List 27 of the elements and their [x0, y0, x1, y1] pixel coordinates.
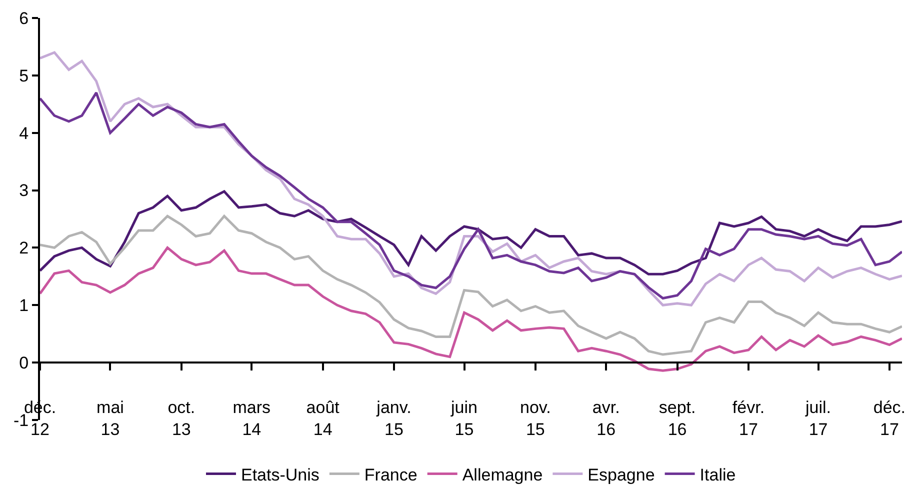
- legend-label: Allemagne: [462, 465, 543, 484]
- y-tick-label: 0: [19, 354, 29, 373]
- line-series: [40, 91, 902, 300]
- legend-label: Italie: [700, 465, 736, 484]
- y-tick-label: 4: [19, 124, 29, 143]
- x-tick-label: juil. 17: [804, 398, 832, 440]
- y-tick-label: 1: [19, 296, 29, 316]
- line-series: [40, 190, 902, 276]
- x-tick-label: avr. 16: [592, 398, 620, 440]
- x-tick-label: mars 14: [232, 398, 271, 440]
- legend-label: France: [364, 465, 418, 484]
- y-tick-label: 5: [19, 66, 29, 86]
- x-tick-label: juin 15: [450, 398, 478, 440]
- x-tick-label: oct. 13: [168, 398, 196, 440]
- x-tick-label: sept. 16: [658, 398, 696, 440]
- x-tick-label: déc. 17: [873, 398, 906, 440]
- x-tick-label: mai 13: [96, 398, 124, 440]
- legend-label: Etats-Unis: [241, 465, 320, 484]
- y-tick-label: 3: [19, 181, 29, 200]
- y-tick-label: 2: [19, 238, 29, 258]
- x-tick-label: août 14: [306, 398, 340, 440]
- line-series: [40, 214, 902, 356]
- x-tick-label: nov. 15: [520, 398, 551, 440]
- x-tick-label: janv. 15: [376, 398, 412, 440]
- x-tick-label: févr. 17: [732, 398, 765, 440]
- y-tick-label: 6: [19, 8, 29, 28]
- legend-label: Espagne: [588, 465, 655, 484]
